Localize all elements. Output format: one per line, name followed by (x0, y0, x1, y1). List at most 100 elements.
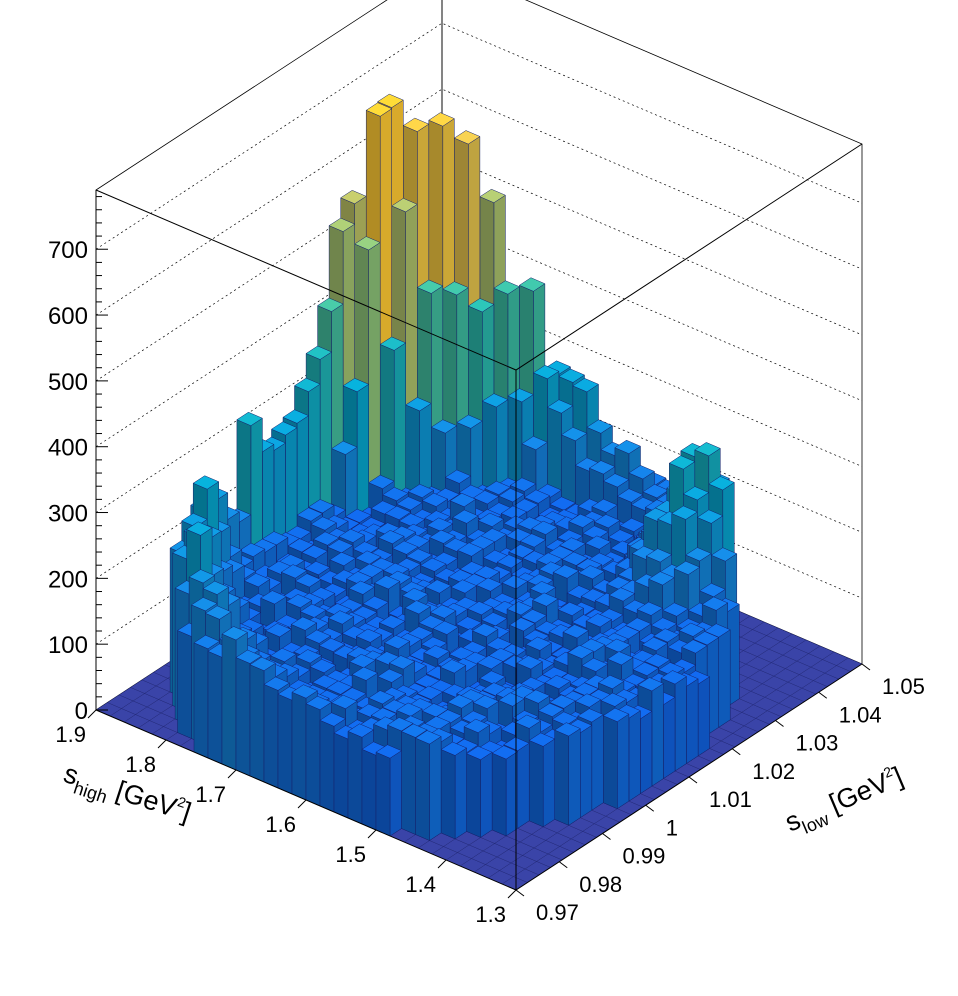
bar-face-top (586, 419, 614, 434)
bar-face-top (429, 604, 457, 619)
bar-face-front (617, 713, 630, 810)
bar-face-side (333, 732, 349, 819)
z-tick-label: 400 (48, 435, 88, 462)
bar-face-top (523, 489, 551, 504)
x-tick-label: 1 (666, 815, 678, 840)
z-tick-label: 700 (48, 237, 88, 264)
bar-face-top (588, 460, 616, 475)
y-tick-label: 1.6 (265, 812, 296, 837)
bar-face-top (331, 440, 358, 455)
bar-face-top (382, 487, 409, 502)
bar-face-top (619, 517, 646, 532)
bar-face-top (628, 465, 656, 480)
x-tick-label: 1.05 (882, 674, 925, 699)
bar-face-top (310, 516, 338, 531)
bar-face-top (480, 612, 508, 627)
bar-face-side (528, 740, 544, 828)
histogram-bar (554, 722, 581, 826)
bar-face-top (452, 509, 479, 524)
bar-face-top (317, 297, 344, 312)
bar-face-top (506, 601, 534, 616)
bar-face-top (472, 490, 500, 505)
bar-face-top (282, 409, 310, 424)
bar-face-side (249, 664, 265, 783)
bar-face-top (299, 603, 327, 618)
bar-face-top (521, 436, 548, 451)
bar-face-top (484, 480, 511, 495)
bar-face-top (500, 505, 528, 520)
bar-face-top (455, 616, 483, 631)
bar-face-top (338, 528, 366, 543)
bar-face-top (365, 102, 393, 117)
bar-face-top (558, 368, 586, 383)
bar-face-top (450, 579, 478, 594)
bar-face-side (177, 630, 192, 739)
bar-face-top (444, 469, 472, 484)
bar-face-top (243, 573, 271, 588)
x-tick (731, 748, 741, 756)
z-tick-label: 200 (48, 566, 88, 593)
bar-face-front (640, 710, 653, 795)
bar-face-top (294, 573, 322, 588)
bar-face-top (668, 455, 696, 470)
y-tick-label: 1.8 (125, 752, 156, 777)
bar-face-top (584, 535, 612, 550)
histogram-bar (491, 745, 519, 837)
histogram-bar (414, 730, 442, 841)
histogram-bar (440, 741, 468, 840)
bar-face-top (405, 548, 433, 563)
y-tick-label: 1.4 (405, 872, 436, 897)
bar-face-side (603, 715, 618, 810)
bar-face-side (361, 748, 377, 831)
x-tick-label: 0.98 (579, 872, 622, 897)
bar-face-top (449, 492, 477, 508)
bar-face-front (718, 629, 731, 728)
bar-face-top (456, 414, 483, 429)
bar-face-top (391, 540, 419, 555)
bar-face-top (312, 531, 340, 546)
bar-face-top (192, 475, 220, 490)
x-tick-label: 1.03 (796, 731, 839, 756)
bar-face-top (301, 544, 329, 559)
bar-face-front (517, 742, 530, 829)
bar-face-side (415, 737, 430, 841)
x-tick (688, 776, 698, 784)
x-tick-label: 1.01 (709, 787, 752, 812)
bar-face-top (345, 508, 372, 523)
bar-face-top (531, 520, 558, 535)
bar-face-top (549, 496, 576, 511)
bar-face-top (307, 499, 335, 514)
bar-face-top (602, 473, 630, 488)
x-tick (515, 889, 525, 897)
bar-face-side (319, 719, 335, 813)
bar-face-top (305, 345, 333, 360)
bar-face-top (559, 537, 586, 552)
bar-face-top (401, 587, 429, 602)
bar-face-front (480, 751, 493, 838)
bar-face-top (560, 427, 588, 442)
bar-face-top (285, 594, 313, 609)
bar-face-top (466, 601, 494, 616)
bar-face-top (531, 592, 559, 607)
bar-face-top (509, 477, 537, 492)
bar-face-top (591, 498, 618, 513)
bar-face-top (426, 517, 454, 532)
bar-face-top (607, 529, 635, 544)
bar-face-side (277, 693, 293, 795)
bar-face-top (419, 557, 447, 572)
bar-face-front (628, 710, 641, 802)
bar-face-top (342, 378, 370, 393)
bar-face-top (557, 601, 585, 616)
bar-face-top (396, 496, 423, 511)
y-tick (227, 769, 237, 779)
bar-face-top (645, 548, 673, 563)
bar-face-front (674, 676, 687, 772)
bar-face-top (475, 577, 503, 592)
bar-face-top (377, 530, 405, 545)
bar-face-front (663, 696, 676, 779)
bar-face-top (532, 365, 560, 380)
bar-face-top (457, 542, 484, 557)
bar-face-side (440, 749, 456, 840)
bar-face-front (429, 736, 442, 841)
